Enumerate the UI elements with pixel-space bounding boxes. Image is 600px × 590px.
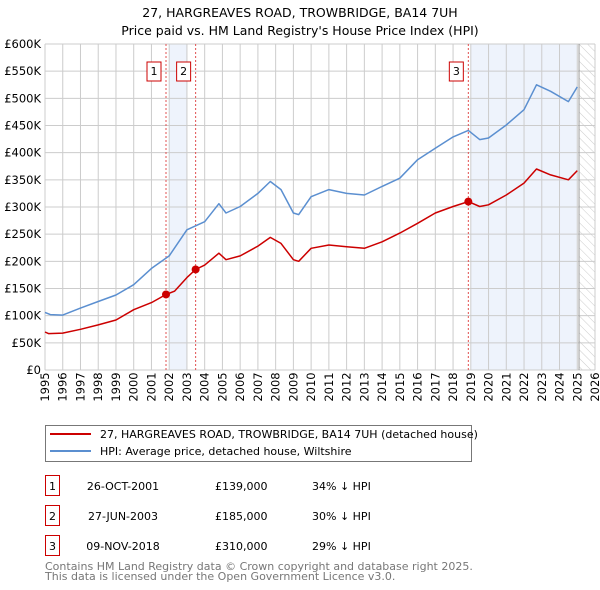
x-tick-label: 1995 [38,372,52,401]
y-tick-label: £200K [4,254,41,268]
row-number: 1 [49,480,56,493]
x-tick-label: 2016 [411,372,425,401]
x-tick-label: 2019 [464,372,478,401]
sales-table: 1 26-OCT-2001 £139,000 34% ↓ HPI 2 27-JUN-200… [45,475,371,556]
sale-label-number: 2 [180,65,187,78]
table-row: 1 26-OCT-2001 £139,000 34% ↓ HPI [45,475,371,496]
plot-area: 1995 1996 1997 1998 1999 2000 2001 2002 2003 2004… [4,37,600,402]
price-series-line [44,168,578,335]
hpi-difference: 29% ↓ HPI [312,540,371,553]
x-tick-label: 2011 [322,372,336,401]
x-tick-label: 1998 [91,372,105,401]
sale-price: £185,000 [215,510,268,523]
sale-date: 09-NOV-2018 [86,540,160,553]
sale-label-border [176,61,192,82]
sale-label-number: 1 [151,65,158,78]
x-tick-label: 2010 [304,372,318,401]
x-tick-label: 2020 [482,372,496,401]
y-tick-label: £300K [4,200,41,214]
sale-label-border [448,61,464,82]
sale-label-box: 1 [146,61,162,82]
x-tick-label: 2025 [570,372,584,401]
y-tick-label: £400K [4,146,41,160]
chart-title: 27, HARGREAVES ROAD, TROWBRIDGE, BA14 7U… [142,5,457,20]
x-tick-label: 2017 [428,372,442,401]
y-tick-label: £550K [4,64,41,78]
x-tick-label: 2009 [286,372,300,401]
y-tick-label: £100K [4,309,41,323]
sale-label-box: 2 [176,61,192,82]
x-tick-label: 2002 [162,372,176,401]
x-tick-label: 2018 [446,372,460,401]
y-tick-label: £450K [4,119,41,133]
x-tick-label: 2022 [517,372,531,401]
row-number-box [45,475,60,496]
x-tick-label: 2014 [375,372,389,401]
row-number: 2 [49,510,56,523]
x-tick-label: 2012 [340,372,354,401]
row-number-box [45,505,60,526]
x-tick-label: 2026 [588,372,600,401]
y-tick-label: £600K [4,37,41,51]
x-tick-label: 2005 [215,372,229,401]
row-number: 3 [49,540,56,553]
sale-point [162,290,170,299]
x-tick-label: 2007 [251,372,265,401]
y-tick-label: £150K [4,282,41,296]
y-tick-label: £50K [12,336,42,350]
x-tick-label: 1996 [56,372,70,401]
x-tick-label: 1999 [109,372,123,401]
table-row: 2 27-JUN-2003 £185,000 30% ↓ HPI [45,505,371,526]
legend-price-label: 27, HARGREAVES ROAD, TROWBRIDGE, BA14 7U… [100,428,478,441]
table-row: 3 09-NOV-2018 £310,000 29% ↓ HPI [45,535,371,556]
footer-line-1: Contains HM Land Registry data © Crown c… [45,560,473,573]
sale-label-border [146,61,162,82]
footer-line-2: This data is licensed under the Open Gov… [44,570,395,583]
x-tick-label: 2023 [535,372,549,401]
x-tick-label: 2003 [180,372,194,401]
y-tick-label: £500K [4,91,41,105]
legend-hpi-label: HPI: Average price, detached house, Wilt… [100,445,352,458]
x-tick-label: 2006 [233,372,247,401]
x-tick-label: 2021 [499,372,513,401]
x-tick-label: 2015 [393,372,407,401]
sale-date: 26-OCT-2001 [87,480,159,493]
chart-subtitle: Price paid vs. HM Land Registry's House … [121,23,478,38]
x-tick-label: 2004 [198,372,212,401]
hpi-difference: 34% ↓ HPI [312,480,371,493]
y-tick-label: £350K [4,173,41,187]
sale-price: £310,000 [215,540,268,553]
x-tick-label: 2001 [144,372,158,401]
x-tick-label: 2000 [127,372,141,401]
sale-point [191,265,200,274]
sale-point [464,197,473,206]
hpi-series-line [44,84,578,316]
x-tick-label: 2024 [553,372,567,401]
sale-label-number: 3 [453,65,460,78]
x-tick-label: 2013 [357,372,371,401]
row-number-box [45,535,60,556]
legend: 27, HARGREAVES ROAD, TROWBRIDGE, BA14 7U… [45,425,478,462]
sale-price: £139,000 [215,480,268,493]
y-tick-label: £250K [4,227,41,241]
y-tick-label: £0 [26,363,41,377]
sale-date: 27-JUN-2003 [88,510,158,523]
sale-label-box: 3 [448,61,464,82]
x-tick-label: 2008 [269,372,283,401]
x-tick-label: 1997 [73,372,87,401]
hpi-difference: 30% ↓ HPI [312,510,371,523]
